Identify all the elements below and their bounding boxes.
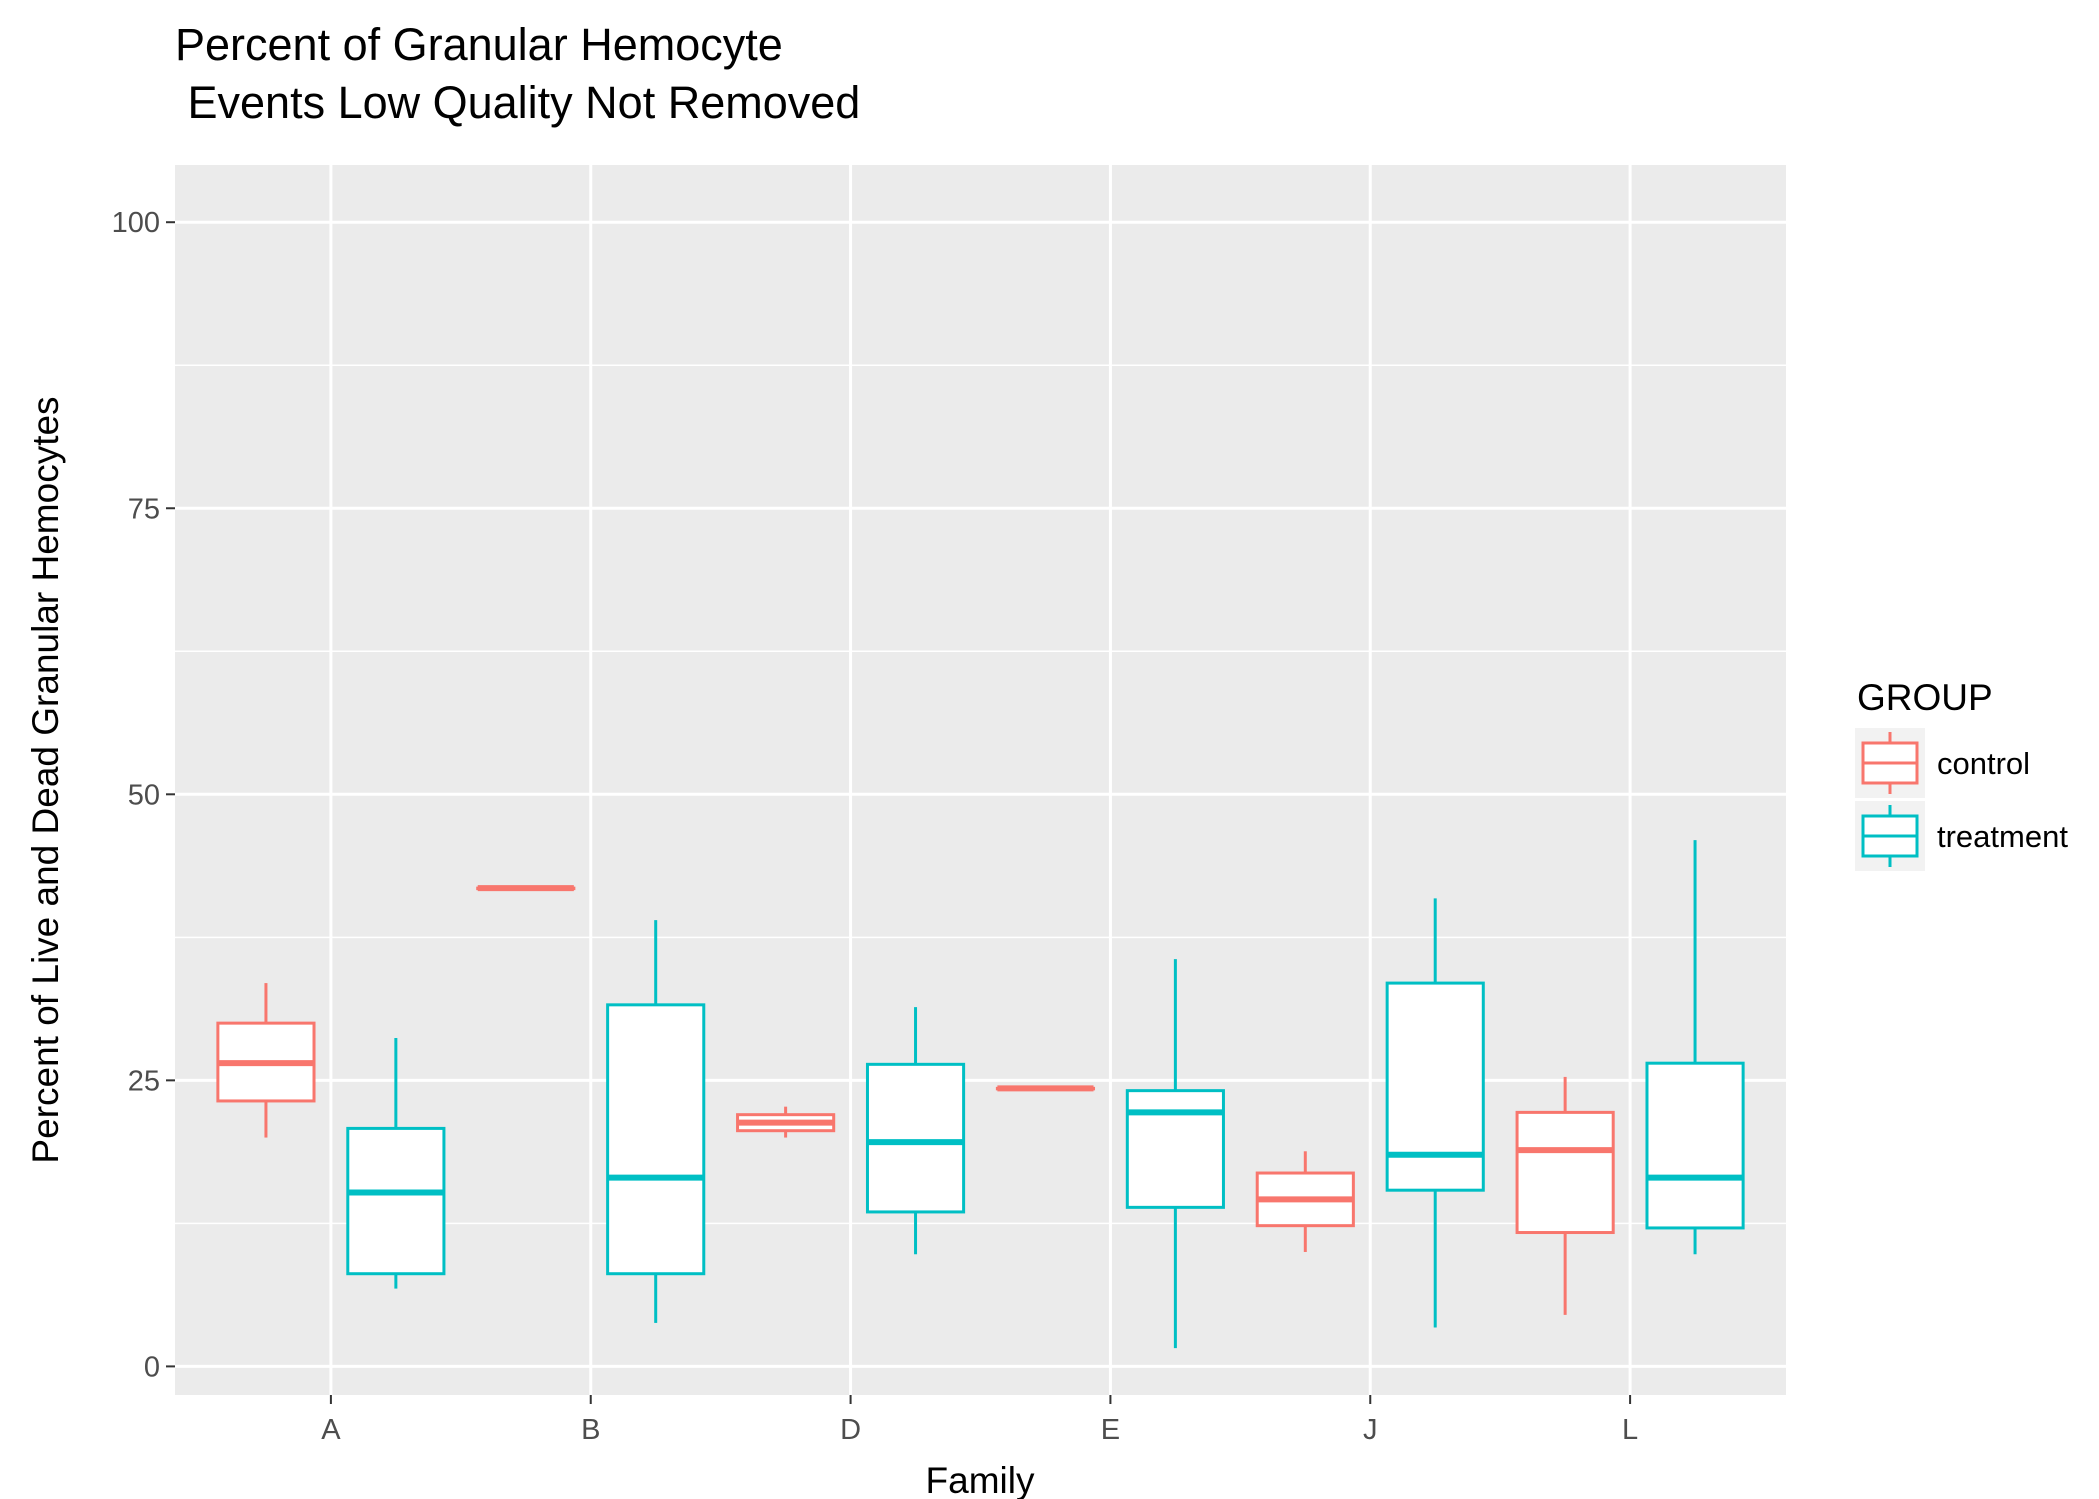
box-treatment-J (1385, 898, 1485, 1328)
box-iqr (1515, 1110, 1615, 1235)
box-iqr (346, 1126, 446, 1276)
box-iqr (865, 1062, 966, 1214)
legend-label-treatment: treatment (1937, 819, 2068, 854)
box-control-A (216, 983, 316, 1138)
grid-major (175, 165, 1786, 1395)
legend-title: GROUP (1857, 677, 1993, 718)
box-control-J (1255, 1151, 1355, 1252)
y-tick-label: 25 (128, 1065, 160, 1097)
x-tick-label: L (1622, 1414, 1638, 1446)
box-control-D (736, 1106, 836, 1138)
y-tick-label: 0 (144, 1351, 160, 1383)
box-iqr (1385, 981, 1485, 1192)
box-treatment-A (346, 1038, 446, 1289)
legend-key-control (1855, 728, 1925, 798)
box-layer (216, 840, 1745, 1349)
x-tick-label: B (581, 1414, 600, 1446)
y-tick-label: 50 (128, 779, 160, 811)
y-tick-label: 100 (112, 207, 160, 239)
box-iqr (1645, 1061, 1745, 1230)
x-tick-label: J (1363, 1414, 1378, 1446)
box-treatment-B (606, 920, 706, 1323)
x-tick-label: A (321, 1414, 341, 1446)
y-tick-label: 75 (128, 493, 160, 525)
box-iqr (1125, 1089, 1225, 1209)
y-axis: 0 25 50 75 100 (112, 207, 175, 1383)
y-axis-title: Percent of Live and Dead Granular Hemocy… (25, 396, 66, 1163)
chart-title-line-2: Events Low Quality Not Removed (175, 77, 860, 128)
box-control-E (995, 1085, 1096, 1092)
legend-key-treatment (1855, 801, 1925, 871)
legend: GROUP control treatment (1855, 677, 2068, 871)
legend-label-control: control (1937, 746, 2030, 781)
box-treatment-E (1125, 959, 1225, 1349)
box-iqr (606, 1003, 706, 1276)
x-tick-label: D (840, 1414, 861, 1446)
box-treatment-D (865, 1007, 966, 1255)
x-tick-label: E (1101, 1414, 1120, 1446)
box-control-L (1515, 1076, 1615, 1315)
x-axis-title: Family (926, 1460, 1035, 1499)
chart-title-line-1: Percent of Granular Hemocyte (175, 19, 783, 70)
box-control-B (476, 885, 576, 892)
box-treatment-L (1645, 840, 1745, 1255)
